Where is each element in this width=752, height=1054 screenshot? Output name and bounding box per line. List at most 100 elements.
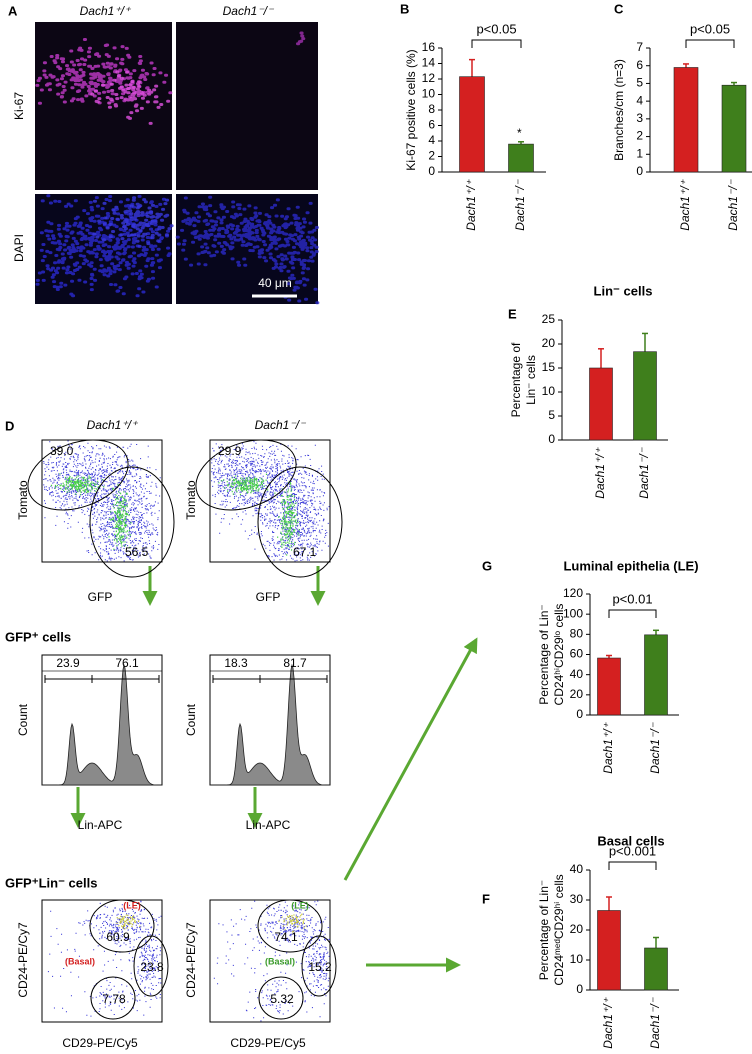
nuclei [35,38,173,105]
axis-label: Lin-APC [246,818,291,832]
bar [459,76,485,173]
y-tick-label: 20 [570,922,584,936]
population-label: (LE) [123,900,141,910]
panel-label: A [8,3,18,18]
gate-box [209,654,331,672]
panel-label: C [614,1,624,16]
y-tick-label: 8 [428,102,435,116]
significance-marker: * [517,126,522,140]
events-dense [51,473,132,550]
significance-bracket [471,39,522,48]
y-tick-label: 0 [576,707,583,721]
arrow [343,637,478,881]
y-tick-label: 20 [542,336,556,350]
axis-label: Lin-APC [78,818,123,832]
y-tick-label: 6 [636,58,643,72]
histogram [210,663,330,786]
nuclei [90,70,171,125]
y-axis-label: CD24ᵐᵉᵈCD29ʰⁱ cells [552,874,566,985]
scale-bar-label: 40 μm [258,276,292,290]
chart-title: Basal cells [597,833,664,848]
y-tick-label: 40 [570,862,584,876]
y-axis-label: Percentage of Lin⁻ [537,880,551,980]
micrograph [176,22,318,190]
gate-value: 5.32 [270,992,294,1006]
gate [257,899,323,953]
y-tick-label: 20 [570,687,584,701]
gate-bracket [212,675,328,683]
panel-label: D [5,418,14,433]
row-label: DAPI [12,234,26,262]
significance-bracket [685,39,735,48]
y-tick-label: 100 [563,606,583,620]
y-tick-label: 12 [422,71,436,85]
chart-title: Luminal epithelia (LE) [563,558,698,573]
x-tick-label: Dach1⁻/⁻ [648,996,662,1048]
chart-title: Lin⁻ cells [594,283,653,298]
nuclei [296,31,306,46]
gate [195,439,297,511]
nuclei [35,194,174,298]
gate [258,976,304,1020]
y-tick-label: 25 [542,312,556,326]
bar [721,84,747,173]
y-tick-label: 2 [428,149,435,163]
y-axis-label: Ki-67 positive cells (%) [404,49,418,170]
x-tick-label: Dach1⁻/⁻ [513,178,527,230]
x-tick-label: Dach1⁺/⁺ [601,721,615,773]
axis-label: Count [16,703,30,736]
bar [644,634,668,716]
y-tick-label: 2 [636,129,643,143]
gate [90,976,136,1020]
y-tick-label: 5 [636,76,643,90]
bar [633,351,657,441]
column-label: Dach1⁺/⁺ [87,418,139,432]
y-tick-label: 10 [570,952,584,966]
axis-label: Count [184,703,198,736]
panel-label: G [482,558,492,573]
bar [597,657,621,716]
gate-value: 81.7 [283,656,307,670]
gate-value: 15.2 [308,960,332,974]
y-tick-label: 0 [428,164,435,178]
bar [644,947,668,991]
axis-label: CD24-PE/Cy7 [16,922,30,998]
column-label: Dach1⁻/⁻ [255,418,307,432]
gate-value: 7.78 [102,992,126,1006]
axis-label: CD24-PE/Cy7 [184,922,198,998]
population-label: (Basal) [65,956,95,966]
bar [673,67,699,173]
y-tick-label: 3 [636,111,643,125]
y-tick-label: 7 [636,40,643,54]
gate-value: 56.5 [125,545,149,559]
events-dense [218,473,300,556]
plot-frame [209,654,331,786]
y-tick-label: 30 [570,892,584,906]
plot-frame [41,654,163,786]
y-tick-label: 80 [570,627,584,641]
panel-label: E [508,306,517,321]
axis-label: Tomato [16,480,30,520]
gate-bracket [44,675,160,683]
significance-bracket [608,861,657,870]
axis-label: GFP [88,590,113,604]
gate-box [41,654,163,672]
bar [597,910,621,991]
x-tick-label: Dach1⁺/⁺ [464,178,478,230]
y-tick-label: 6 [428,118,435,132]
y-axis-label: Lin⁻ cells [524,355,538,405]
gate [89,899,155,953]
significance-label: p<0.05 [476,21,516,36]
axis-label: GFP [256,590,281,604]
plot-frame [41,899,163,1023]
row-label: Ki-67 [12,92,26,120]
y-tick-label: 10 [542,384,556,398]
y-tick-label: 1 [636,146,643,160]
micrograph [176,194,318,304]
gate [89,466,175,578]
gate-value: 23.8 [140,960,164,974]
gate-value: 67.1 [293,545,317,559]
x-tick-label: Dach1⁻/⁻ [648,721,662,773]
bar [589,367,613,441]
x-tick-label: Dach1⁺/⁺ [678,178,692,230]
